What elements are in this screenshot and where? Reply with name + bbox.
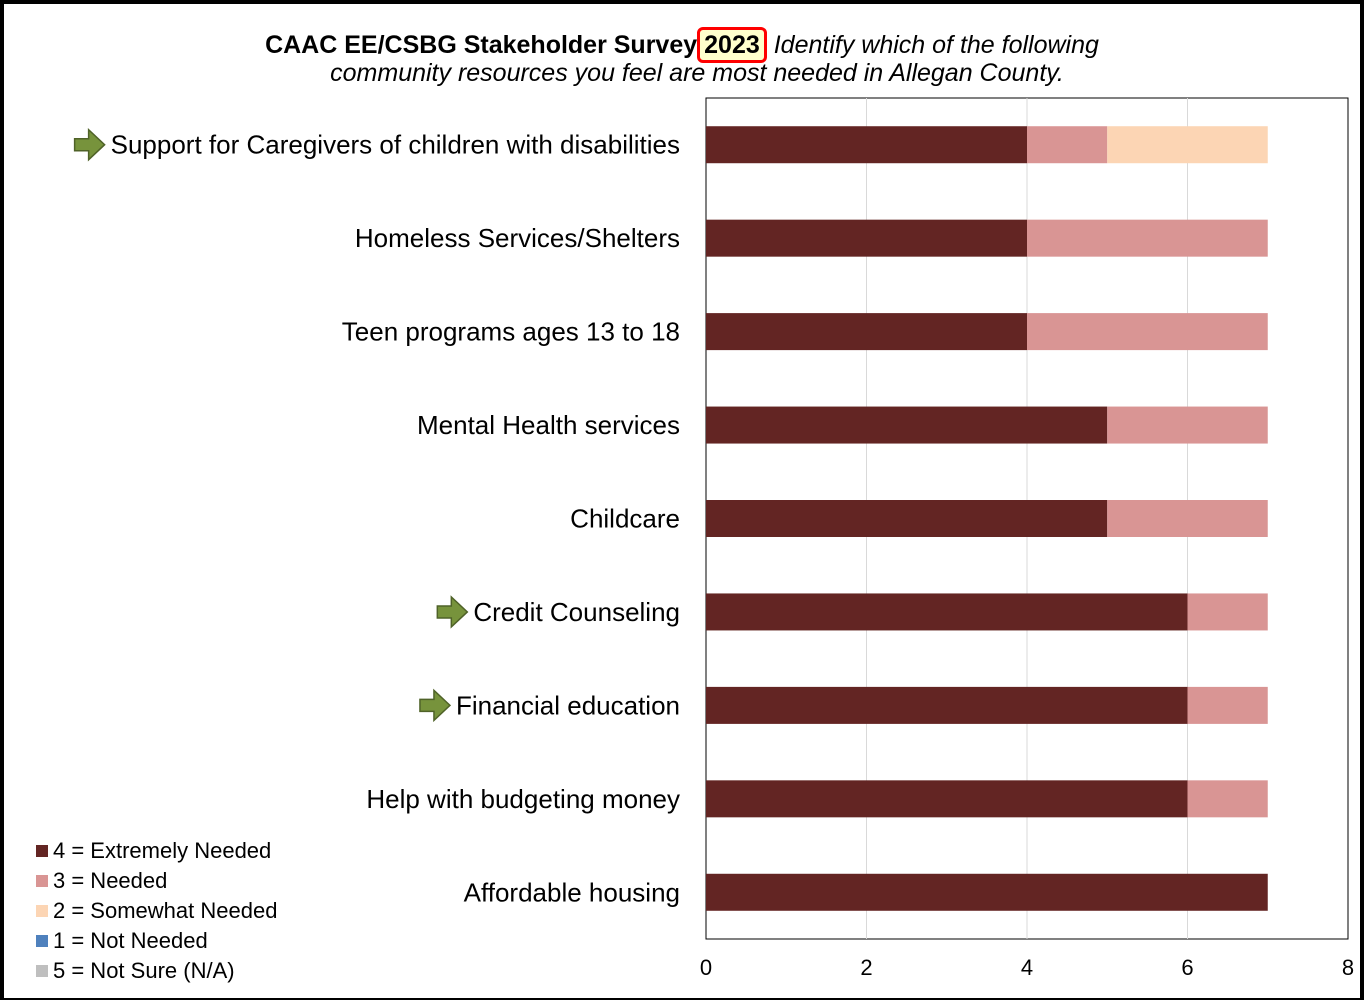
arrow-right-icon [436,595,469,629]
legend-swatch [36,875,48,887]
bar-8-series-2 [1187,780,1268,818]
legend-label: 3 = Needed [53,868,168,893]
category-label-3: Teen programs ages 13 to 18 [342,317,680,347]
category-label-2: Homeless Services/Shelters [355,223,680,253]
bar-2-series-2 [1027,219,1268,257]
bar-8-series-1 [706,780,1188,818]
x-tick-label-8: 8 [1342,955,1354,980]
chart-title-line1: CAAC EE/CSBG Stakeholder Survey 2023 Iden… [0,27,1364,63]
x-tick-label-6: 6 [1181,955,1193,980]
bar-5-series-1 [706,500,1108,537]
arrow-right-icon [419,688,452,723]
legend-swatch [36,935,48,947]
legend-label: 1 = Not Needed [53,928,208,953]
bar-1-series-3 [1107,126,1268,164]
bar-9-series-1 [706,873,1268,911]
bar-1-series-1 [706,126,1027,164]
year-badge: 2023 [697,27,767,63]
legend-item-2: 3 = Needed [36,866,277,896]
legend-item-3: 2 = Somewhat Needed [36,896,277,926]
bar-5-series-2 [1107,500,1268,537]
legend-label: 5 = Not Sure (N/A) [53,958,235,983]
legend-label: 4 = Extremely Needed [53,838,272,863]
x-tick-label-4: 4 [1021,955,1033,980]
legend-swatch [36,965,48,977]
category-label-5: Childcare [570,504,680,534]
legend: 4 = Extremely Needed 3 = Needed 2 = Somewh… [36,836,277,986]
legend-swatch [36,845,48,857]
legend-swatch [36,905,48,917]
title-italic-text: Identify which of the following [773,31,1099,59]
category-label-4: Mental Health services [417,410,680,440]
category-label-8: Help with budgeting money [366,784,680,814]
category-label-9: Affordable housing [464,877,680,907]
bar-4-series-1 [706,406,1108,444]
legend-item-4: 1 = Not Needed [36,926,277,956]
legend-item-1: 4 = Extremely Needed [36,836,277,866]
x-tick-label-2: 2 [860,955,872,980]
bar-6-series-1 [706,593,1188,631]
category-label-1: Support for Caregivers of children with … [111,130,680,160]
bar-7-series-2 [1187,686,1268,724]
bar-1-series-2 [1027,126,1108,164]
legend-label: 2 = Somewhat Needed [53,898,278,923]
bar-3-series-2 [1027,313,1268,351]
bar-3-series-1 [706,313,1027,351]
title-bold-text: CAAC EE/CSBG Stakeholder Survey [265,31,698,59]
x-tick-label-0: 0 [700,955,712,980]
chart-title-line2: community resources you feel are most ne… [330,59,1064,87]
category-label-6: Credit Counseling [473,597,680,627]
legend-item-5: 5 = Not Sure (N/A) [36,956,277,986]
bar-4-series-2 [1107,406,1268,444]
bar-7-series-1 [706,686,1188,724]
category-label-7: Financial education [456,690,680,720]
bar-6-series-2 [1187,593,1268,631]
bar-2-series-1 [706,219,1027,257]
arrow-right-icon [73,127,106,162]
